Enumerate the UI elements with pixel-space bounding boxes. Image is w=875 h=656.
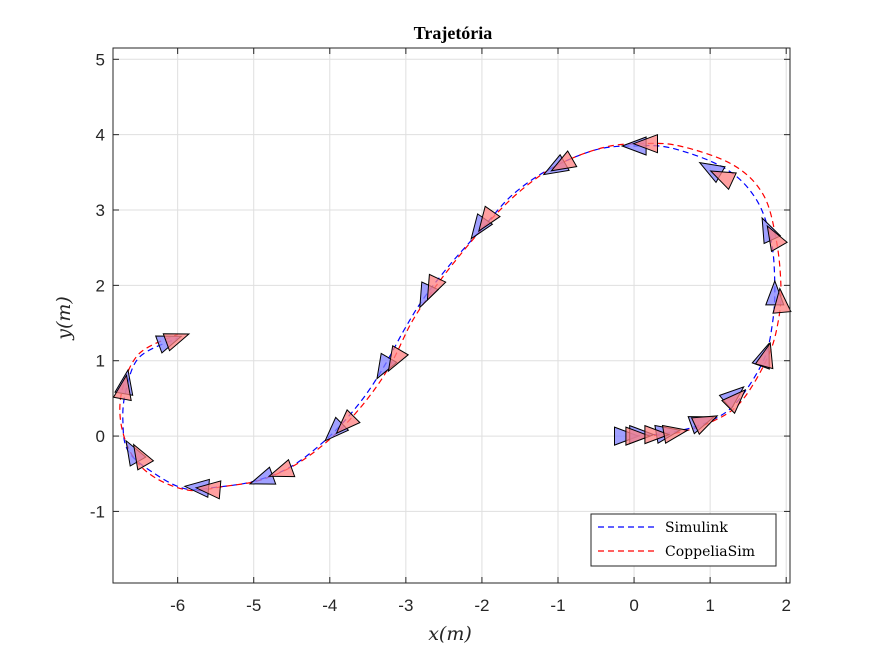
pose-marker-coppeliasim	[162, 333, 191, 352]
pose-marker-coppeliasim	[132, 443, 155, 471]
pose-marker-coppeliasim	[766, 224, 788, 253]
series-line-simulink	[122, 144, 776, 491]
pose-marker-coppeliasim	[644, 424, 671, 445]
x-tick-label: 0	[629, 596, 638, 615]
pose-marker-coppeliasim	[387, 345, 410, 373]
x-tick-label: -5	[246, 596, 261, 615]
pose-marker-coppeliasim	[632, 133, 658, 154]
legend-box	[590, 513, 777, 567]
pose-marker-coppeliasim	[661, 424, 690, 444]
legend-label-simulink: Simulink	[665, 520, 728, 536]
pose-marker-coppeliasim	[267, 458, 296, 478]
y-tick-label: -1	[90, 502, 105, 521]
series-layer	[119, 142, 782, 492]
y-tick-label: 0	[96, 427, 105, 446]
pose-marker-coppeliasim	[754, 341, 774, 370]
tick-layer: -6 -5 -4 -3 -2 -1 0 1 2 -1 0 1 2 3 4 5	[90, 48, 791, 615]
marker-layer	[112, 133, 792, 500]
pose-marker-coppeliasim	[721, 388, 747, 415]
pose-marker-coppeliasim	[426, 273, 447, 302]
chart-title: Trajetória	[414, 23, 493, 43]
pose-marker-coppeliasim	[625, 426, 652, 446]
x-tick-label: -3	[398, 596, 413, 615]
x-tick-label: -1	[550, 596, 565, 615]
y-tick-label: 2	[96, 276, 105, 295]
pose-marker-coppeliasim	[112, 373, 132, 402]
legend-label-coppeliasim: CoppeliaSim	[665, 544, 755, 560]
pose-marker-coppeliasim	[194, 480, 222, 500]
x-axis-label: x(m)	[428, 623, 472, 645]
pose-marker-coppeliasim	[335, 409, 361, 435]
x-tick-label: -6	[170, 596, 185, 615]
pose-marker-coppeliasim	[690, 415, 719, 436]
y-tick-label: 3	[96, 201, 105, 220]
y-tick-label: 1	[96, 352, 105, 371]
x-tick-label: 1	[705, 596, 714, 615]
legend: Simulink CoppeliaSim	[590, 513, 777, 567]
pose-marker-coppeliasim	[550, 150, 578, 172]
x-tick-label: -2	[474, 596, 489, 615]
x-tick-label: -4	[322, 596, 337, 615]
pose-marker-coppeliasim	[477, 205, 501, 233]
pose-marker-coppeliasim	[709, 170, 737, 191]
y-tick-label: 4	[96, 126, 105, 145]
y-tick-label: 5	[96, 50, 105, 69]
y-axis-label: y(m)	[53, 296, 75, 341]
pose-marker-coppeliasim	[772, 287, 792, 314]
x-tick-label: 2	[781, 596, 790, 615]
series-line-coppeliasim	[119, 142, 782, 492]
grid-layer	[113, 48, 790, 583]
plot-frame	[112, 47, 791, 584]
